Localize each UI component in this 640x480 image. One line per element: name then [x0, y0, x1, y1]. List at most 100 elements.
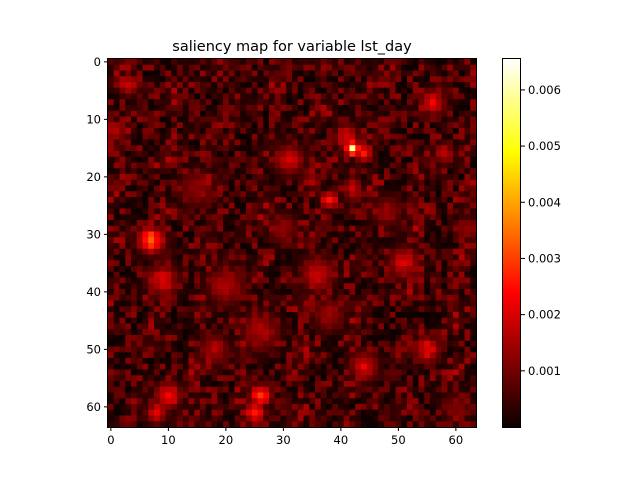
- heatmap-cell: [343, 110, 350, 117]
- heatmap-cell: [401, 139, 408, 146]
- heatmap-cell: [119, 300, 126, 307]
- heatmap-cell: [108, 64, 115, 71]
- heatmap-cell: [401, 363, 408, 370]
- heatmap-cell: [355, 283, 362, 290]
- heatmap-cell: [194, 277, 201, 284]
- heatmap-cell: [470, 191, 477, 198]
- heatmap-cell: [355, 225, 362, 232]
- heatmap-cell: [177, 105, 184, 112]
- heatmap-cell: [251, 220, 258, 227]
- heatmap-cell: [125, 145, 132, 152]
- heatmap-cell: [326, 139, 333, 146]
- heatmap-cell: [108, 76, 115, 83]
- heatmap-cell: [401, 208, 408, 215]
- heatmap-cell: [338, 197, 345, 204]
- heatmap-cell: [125, 139, 132, 146]
- heatmap-cell: [320, 208, 327, 215]
- heatmap-cell: [361, 145, 368, 152]
- heatmap-cell: [366, 409, 373, 416]
- heatmap-cell: [113, 197, 120, 204]
- heatmap-cell: [125, 340, 132, 347]
- heatmap-cell: [343, 398, 350, 405]
- heatmap-cell: [332, 346, 339, 353]
- heatmap-cell: [142, 191, 149, 198]
- heatmap-cell: [217, 340, 224, 347]
- heatmap-cell: [286, 225, 293, 232]
- heatmap-cell: [378, 358, 385, 365]
- heatmap-cell: [136, 87, 143, 94]
- heatmap-cell: [464, 168, 471, 175]
- heatmap-cell: [326, 185, 333, 192]
- heatmap-cell: [234, 254, 241, 261]
- heatmap-cell: [366, 271, 373, 278]
- heatmap-cell: [372, 323, 379, 330]
- heatmap-cell: [182, 208, 189, 215]
- heatmap-cell: [458, 248, 465, 255]
- heatmap-cell: [205, 398, 212, 405]
- heatmap-cell: [401, 145, 408, 152]
- heatmap-cell: [246, 409, 253, 416]
- heatmap-cell: [240, 266, 247, 273]
- heatmap-cell: [349, 271, 356, 278]
- heatmap-cell: [280, 122, 287, 129]
- heatmap-cell: [108, 116, 115, 123]
- heatmap-cell: [361, 151, 368, 158]
- heatmap-cell: [389, 243, 396, 250]
- heatmap-cell: [251, 381, 258, 388]
- heatmap-cell: [223, 277, 230, 284]
- heatmap-cell: [366, 197, 373, 204]
- heatmap-cell: [401, 214, 408, 221]
- heatmap-cell: [165, 254, 172, 261]
- heatmap-cell: [338, 133, 345, 140]
- heatmap-cell: [148, 151, 155, 158]
- heatmap-cell: [424, 208, 431, 215]
- heatmap-cell: [453, 335, 460, 342]
- heatmap-cell: [366, 59, 373, 66]
- heatmap-cell: [113, 358, 120, 365]
- heatmap-cell: [182, 64, 189, 71]
- heatmap-cell: [136, 363, 143, 370]
- heatmap-cell: [435, 352, 442, 359]
- heatmap-cell: [228, 93, 235, 100]
- heatmap-cell: [407, 202, 414, 209]
- heatmap-cell: [378, 220, 385, 227]
- heatmap-cell: [332, 421, 339, 428]
- heatmap-cell: [424, 375, 431, 382]
- heatmap-cell: [154, 294, 161, 301]
- heatmap-cell: [154, 145, 161, 152]
- heatmap-cell: [326, 386, 333, 393]
- heatmap-cell: [447, 231, 454, 238]
- heatmap-cell: [395, 283, 402, 290]
- heatmap-cell: [292, 105, 299, 112]
- heatmap-cell: [430, 82, 437, 89]
- heatmap-cell: [269, 243, 276, 250]
- heatmap-cell: [384, 358, 391, 365]
- heatmap-cell: [326, 197, 333, 204]
- heatmap-cell: [148, 340, 155, 347]
- heatmap-cell: [430, 133, 437, 140]
- heatmap-cell: [125, 352, 132, 359]
- heatmap-cell: [217, 289, 224, 296]
- heatmap-cell: [171, 386, 178, 393]
- heatmap-cell: [297, 93, 304, 100]
- heatmap-cell: [320, 260, 327, 267]
- heatmap-cell: [366, 116, 373, 123]
- heatmap-cell: [257, 168, 264, 175]
- heatmap-cell: [372, 76, 379, 83]
- heatmap-cell: [292, 346, 299, 353]
- heatmap-cell: [441, 254, 448, 261]
- heatmap-cell: [188, 312, 195, 319]
- heatmap-cell: [297, 254, 304, 261]
- heatmap-cell: [171, 214, 178, 221]
- heatmap-cell: [246, 306, 253, 313]
- heatmap-cell: [412, 64, 419, 71]
- heatmap-cell: [297, 352, 304, 359]
- heatmap-cell: [131, 404, 138, 411]
- heatmap-cell: [251, 392, 258, 399]
- heatmap-cell: [435, 76, 442, 83]
- heatmap-cell: [182, 358, 189, 365]
- heatmap-cell: [412, 317, 419, 324]
- heatmap-cell: [154, 225, 161, 232]
- heatmap-cell: [136, 392, 143, 399]
- heatmap-cell: [366, 93, 373, 100]
